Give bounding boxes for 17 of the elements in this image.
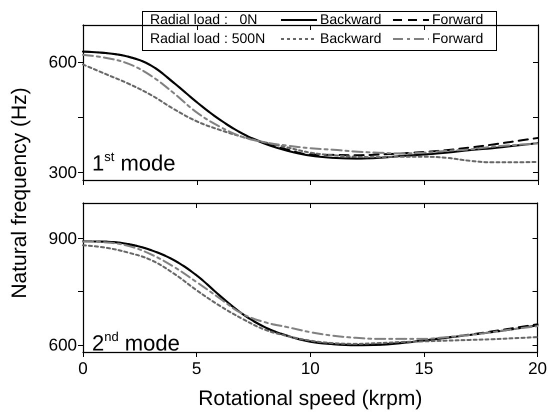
y-tick-label: 600 [48, 52, 77, 72]
y-tick-label: 900 [48, 228, 77, 248]
legend-label: Forward [432, 30, 484, 46]
x-tick-label: 5 [192, 359, 202, 378]
legend-label: Backward [320, 30, 382, 46]
y-tick-label: 600 [48, 335, 77, 354]
y-axis-title: Natural frequency (Hz) [8, 87, 32, 299]
annotation: Radial load : 500N [150, 30, 266, 46]
x-tick-label: 15 [414, 359, 434, 378]
legend-label: Backward [320, 11, 382, 27]
x-tick-label: 20 [528, 359, 548, 378]
y-tick-label: 300 [48, 163, 77, 182]
legend-label: Forward [432, 11, 484, 27]
x-tick-label: 0 [78, 359, 88, 378]
x-tick-label: 10 [300, 359, 320, 378]
annotation: Radial load : 0N [150, 11, 258, 27]
x-axis-title: Rotational speed (krpm) [198, 387, 422, 410]
